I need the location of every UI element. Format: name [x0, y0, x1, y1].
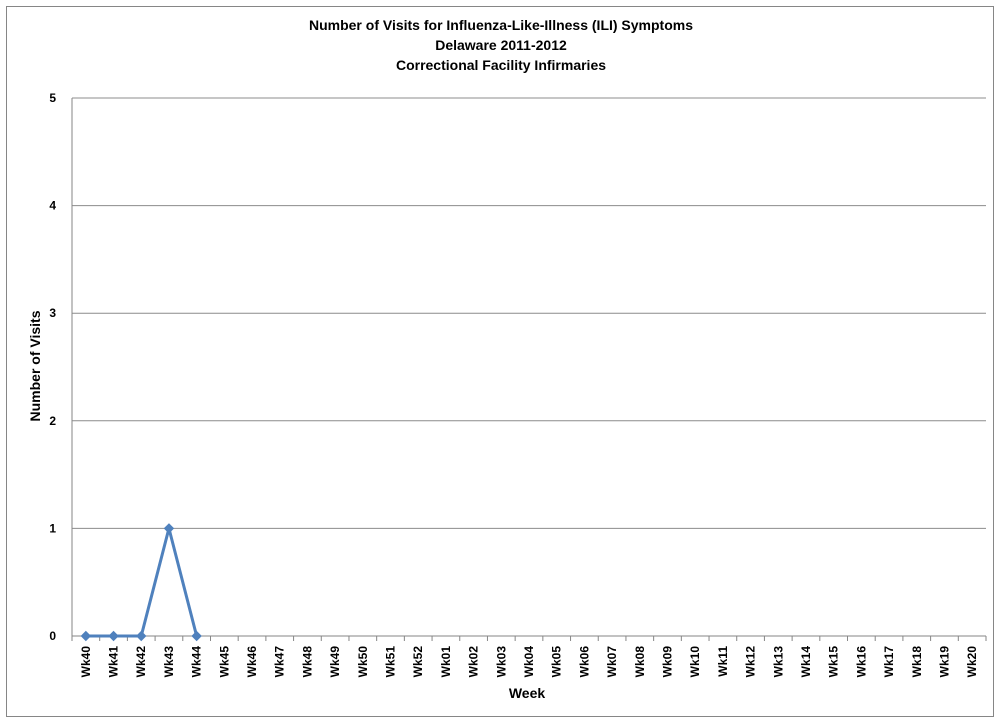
data-point	[108, 630, 119, 642]
x-tick-label: Wk19	[937, 646, 951, 678]
x-tick-label: Wk04	[522, 646, 536, 678]
x-tick-label: Wk49	[328, 646, 342, 678]
y-tick-label: 1	[49, 521, 56, 535]
x-tick-label: Wk08	[633, 646, 647, 678]
data-point	[136, 630, 147, 642]
x-tick-label: Wk01	[439, 646, 453, 678]
data-point	[80, 630, 92, 642]
x-tick-label: Wk47	[273, 646, 287, 678]
x-tick-label: Wk09	[660, 646, 674, 678]
x-tick-label: Wk13	[771, 646, 785, 678]
data-point	[163, 523, 175, 534]
y-tick-label: 3	[49, 306, 56, 320]
x-tick-label: Wk10	[688, 646, 702, 678]
x-tick-label: Wk20	[965, 646, 979, 678]
x-tick-label: Wk16	[854, 646, 868, 678]
x-tick-label: Wk18	[910, 646, 924, 678]
series-line-0	[85, 526, 199, 638]
gridlines	[71, 97, 986, 637]
y-tick-label: 5	[49, 91, 56, 105]
x-tick-label: Wk44	[190, 646, 204, 678]
x-tick-label: Wk51	[384, 646, 398, 678]
chart-title-line-2: Delaware 2011-2012	[435, 37, 567, 53]
y-tick-label: 4	[49, 199, 56, 213]
x-tick-label: Wk11	[716, 646, 730, 677]
x-tick-label: Wk40	[79, 646, 93, 678]
data-point	[191, 630, 202, 642]
x-tick-label: Wk45	[217, 646, 231, 678]
series-layer	[80, 523, 202, 642]
x-tick-label: Wk03	[494, 646, 508, 678]
x-tick-label: Wk46	[245, 646, 259, 678]
x-tick-label: Wk41	[107, 646, 121, 678]
x-tick-label: Wk43	[162, 646, 176, 678]
x-tick-label: Wk15	[827, 646, 841, 678]
x-tick-label: Wk14	[799, 646, 813, 678]
chart-title: Number of Visits for Influenza-Like-Illn…	[309, 17, 693, 73]
x-axis-ticks: Wk40 Wk41 Wk42 Wk43 Wk44 Wk45 Wk46 Wk47 Wk48 Wk49…	[71, 636, 987, 678]
y-tick-label: 2	[49, 414, 56, 428]
x-axis-title: Week	[509, 685, 546, 701]
x-tick-label: Wk50	[356, 646, 370, 678]
y-axis-ticks: 0 1 2 3 4 5	[49, 91, 56, 643]
x-tick-label: Wk02	[467, 646, 481, 678]
x-tick-label: Wk12	[744, 646, 758, 678]
y-axis-title: Number of Visits	[27, 310, 43, 421]
chart-frame	[6, 6, 994, 717]
x-tick-label: Wk42	[134, 646, 148, 678]
x-tick-label: Wk05	[550, 646, 564, 678]
x-tick-label: Wk06	[577, 646, 591, 678]
y-tick-label: 0	[49, 629, 56, 643]
chart-title-line-3: Correctional Facility Infirmaries	[396, 57, 606, 73]
chart-title-line-1: Number of Visits for Influenza-Like-Illn…	[309, 17, 693, 33]
x-tick-label: Wk17	[882, 646, 896, 678]
x-tick-label: Wk52	[411, 646, 425, 678]
x-tick-label: Wk07	[605, 646, 619, 678]
x-tick-label: Wk48	[300, 646, 314, 678]
